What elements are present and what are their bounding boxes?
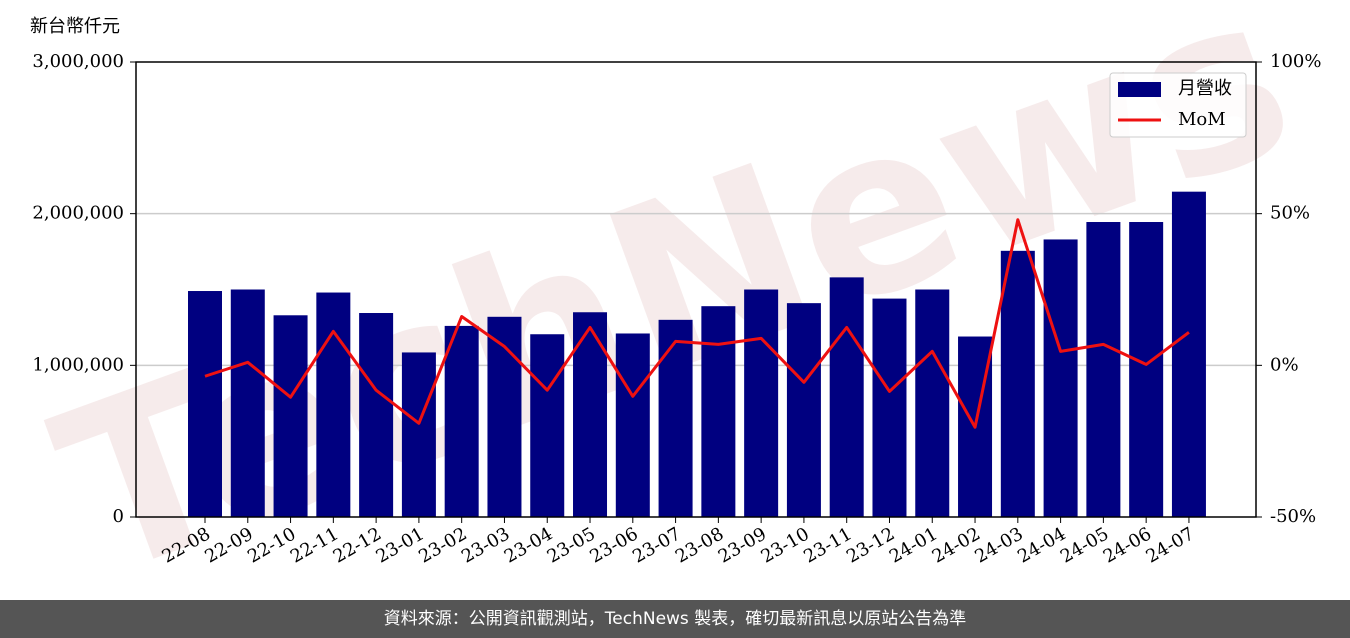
bar (487, 316, 522, 517)
bar (316, 292, 351, 517)
x-tick-label: 24-06 (1100, 523, 1155, 567)
x-tick-label: 23-03 (458, 523, 513, 567)
bar (786, 303, 821, 517)
bar (444, 325, 479, 517)
legend-label: 月營收 (1178, 78, 1232, 99)
x-tick-label: 24-07 (1143, 523, 1198, 567)
y-axis-label: 新台幣仟元 (30, 16, 120, 37)
y-tick-label: 0 (113, 506, 124, 527)
x-tick-label: 23-08 (672, 523, 727, 567)
y2-tick-label: -50% (1270, 506, 1316, 527)
x-tick-label: 24-03 (971, 523, 1026, 567)
bar (273, 315, 308, 517)
legend-label: MoM (1178, 109, 1226, 130)
y2-tick-label: 50% (1270, 203, 1310, 224)
x-tick-label: 23-04 (501, 523, 556, 567)
y-tick-label: 1,000,000 (32, 354, 124, 375)
x-tick-label: 23-09 (715, 523, 770, 567)
bar (359, 313, 394, 517)
y-tick-label: 3,000,000 (32, 51, 124, 72)
plot-frame (135, 61, 1257, 518)
bar (872, 298, 907, 517)
mom-line (204, 218, 1190, 429)
chart: 新台幣仟元 TechNews01,000,0002,000,0003,000,0… (27, 0, 1321, 600)
bar (1171, 191, 1206, 518)
bar (701, 306, 736, 517)
legend: 月營收 MoM (1109, 72, 1247, 138)
y-tick-label: 2,000,000 (32, 203, 124, 224)
x-tick-label: 24-01 (886, 523, 941, 567)
x-tick-label: 23-05 (544, 523, 599, 567)
x-tick-label: 24-04 (1014, 523, 1069, 567)
x-tick-label: 23-11 (800, 523, 855, 567)
bar (658, 319, 693, 517)
bar (744, 289, 779, 517)
bar (1000, 250, 1035, 517)
x-tick-label: 24-05 (1057, 523, 1112, 567)
x-tick-label: 23-07 (629, 523, 684, 567)
bar (915, 289, 950, 517)
legend-swatch (1118, 82, 1161, 97)
x-tick-label: 23-02 (415, 523, 470, 567)
y2-tick-label: 0% (1270, 354, 1299, 375)
bar (188, 291, 222, 517)
bar (615, 333, 650, 517)
bar (829, 277, 864, 517)
x-tick-label: 23-10 (757, 523, 812, 567)
x-tick-label: 23-06 (586, 523, 641, 567)
bar (530, 334, 565, 517)
bar (1129, 222, 1164, 517)
footer: 資料來源：公開資訊觀測站，TechNews 製表，確切最新訊息以原站公告為準 (0, 600, 1350, 638)
bar (230, 289, 265, 517)
bar (1043, 239, 1078, 517)
x-tick-label: 23-12 (843, 523, 898, 567)
y2-tick-label: 100% (1270, 51, 1321, 72)
x-tick-label: 24-02 (929, 523, 984, 567)
bar (401, 352, 436, 517)
bar (1086, 222, 1121, 517)
